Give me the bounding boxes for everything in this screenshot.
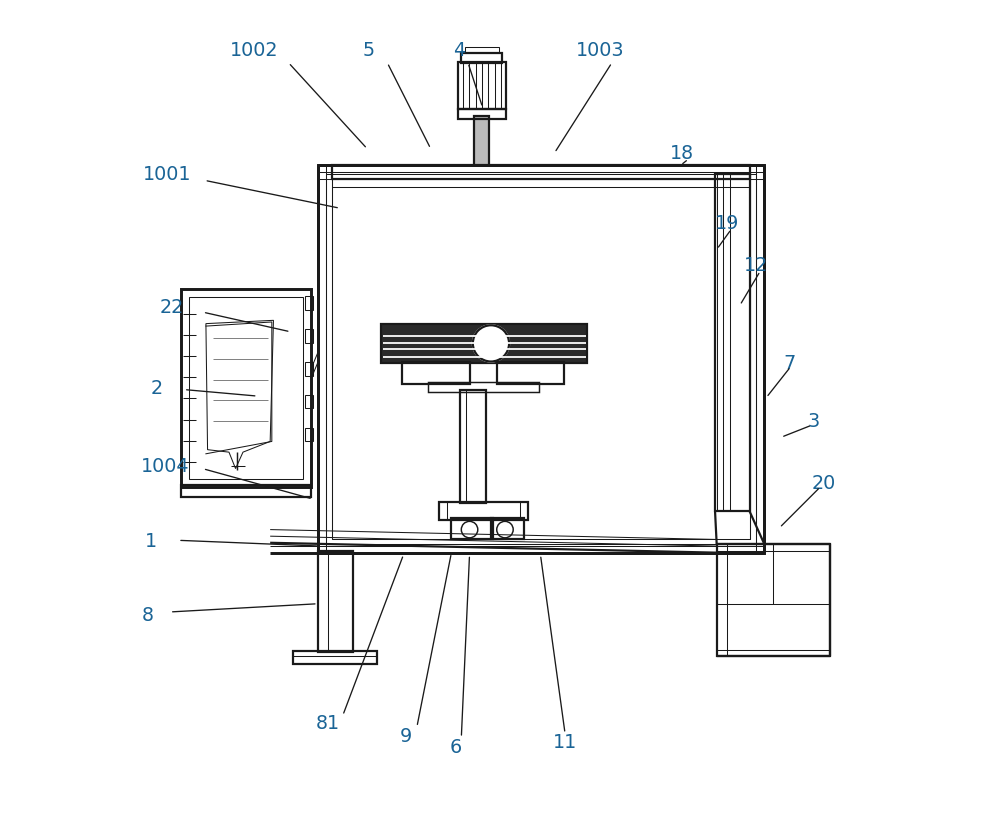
- Text: 9: 9: [399, 726, 412, 745]
- Bar: [317, 166, 764, 553]
- Text: 12: 12: [744, 255, 768, 274]
- Bar: [181, 290, 311, 487]
- Text: 1003: 1003: [575, 41, 624, 60]
- Bar: [317, 551, 352, 652]
- Bar: [438, 502, 528, 520]
- Bar: [304, 297, 312, 310]
- Bar: [474, 116, 488, 166]
- Bar: [461, 55, 503, 64]
- Bar: [304, 363, 312, 376]
- Bar: [457, 63, 506, 110]
- Text: 19: 19: [715, 214, 739, 233]
- Bar: [464, 48, 498, 55]
- Bar: [189, 297, 303, 479]
- Text: 7: 7: [783, 354, 795, 373]
- Bar: [490, 519, 524, 539]
- Text: 20: 20: [811, 473, 836, 492]
- Text: 4: 4: [453, 41, 465, 60]
- Text: 1004: 1004: [140, 457, 189, 476]
- Text: 1001: 1001: [143, 165, 191, 184]
- Bar: [304, 396, 312, 409]
- Bar: [293, 651, 377, 664]
- Text: 5: 5: [362, 41, 374, 60]
- Bar: [457, 110, 506, 120]
- Bar: [428, 382, 539, 392]
- Text: 22: 22: [159, 298, 183, 317]
- Bar: [381, 324, 587, 363]
- Text: 2: 2: [150, 379, 162, 398]
- Bar: [304, 330, 312, 343]
- Bar: [459, 390, 485, 504]
- Bar: [451, 519, 492, 539]
- Bar: [715, 174, 749, 512]
- Text: 81: 81: [315, 714, 339, 733]
- Text: 11: 11: [553, 733, 577, 752]
- Text: 1002: 1002: [229, 41, 277, 60]
- Text: 3: 3: [807, 411, 820, 430]
- Bar: [331, 165, 750, 180]
- Bar: [716, 544, 830, 656]
- Text: 18: 18: [670, 145, 694, 164]
- Bar: [326, 174, 756, 544]
- Bar: [496, 363, 564, 384]
- Text: 8: 8: [142, 605, 154, 624]
- Text: 6: 6: [449, 737, 461, 756]
- Bar: [331, 179, 750, 539]
- Circle shape: [472, 325, 509, 362]
- Bar: [181, 486, 311, 497]
- Bar: [304, 429, 312, 442]
- Text: 1: 1: [144, 531, 157, 550]
- Bar: [401, 363, 469, 384]
